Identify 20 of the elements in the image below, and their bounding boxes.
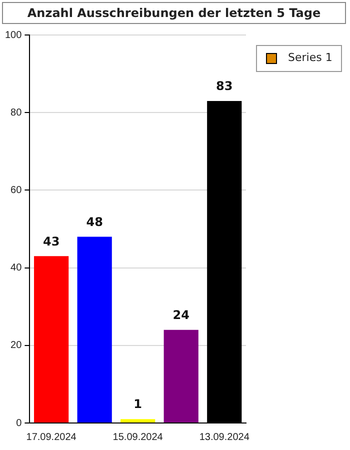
x-tick-label: 15.09.2024: [112, 432, 164, 443]
y-tick-label: 40: [10, 262, 22, 274]
chart-title: Anzahl Ausschreibungen der letzten 5 Tage: [2, 2, 346, 24]
y-tick-label: 0: [16, 418, 22, 429]
y-tick-label: 80: [10, 107, 22, 118]
y-tick-label: 100: [4, 30, 22, 41]
x-tick-label: 13.09.2024: [199, 432, 250, 443]
y-tick-label: 20: [10, 340, 22, 352]
bar: [120, 419, 156, 422]
data-label: 48: [86, 214, 103, 229]
bar: [77, 236, 112, 422]
data-label: 43: [42, 234, 60, 248]
data-label: 1: [134, 397, 142, 412]
data-label: 83: [216, 79, 233, 94]
y-tick-label: 60: [10, 184, 22, 196]
bar: [164, 330, 198, 422]
bar: [34, 256, 69, 422]
data-label: 24: [172, 308, 190, 322]
legend-label: Series 1: [288, 50, 332, 64]
x-tick-label: 17.09.2024: [26, 432, 77, 443]
